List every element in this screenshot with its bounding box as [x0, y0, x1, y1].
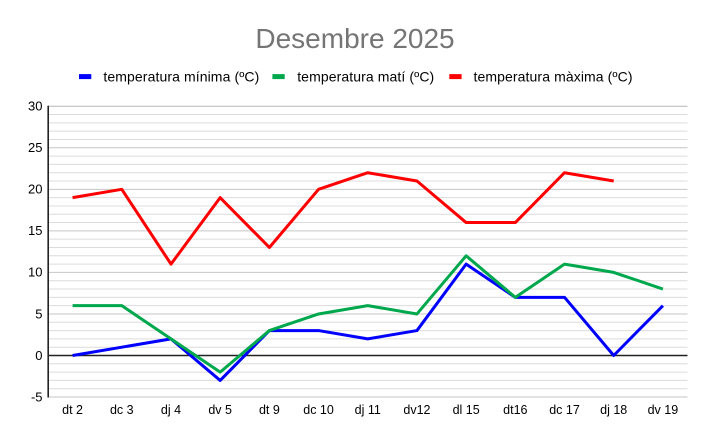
svg-text:temperatura matí (ºC): temperatura matí (ºC) [297, 68, 434, 84]
svg-text:dt 9: dt 9 [259, 403, 280, 417]
svg-text:5: 5 [35, 306, 42, 321]
svg-text:-5: -5 [31, 389, 43, 404]
svg-text:10: 10 [28, 265, 42, 280]
svg-text:dc 17: dc 17 [549, 403, 580, 417]
svg-text:20: 20 [28, 182, 42, 197]
svg-text:25: 25 [28, 140, 42, 155]
svg-text:dv12: dv12 [403, 403, 430, 417]
svg-text:temperatura mínima (ºC): temperatura mínima (ºC) [103, 68, 259, 84]
svg-text:dv 19: dv 19 [648, 403, 679, 417]
svg-text:dt16: dt16 [503, 403, 527, 417]
svg-text:dj 18: dj 18 [600, 403, 627, 417]
svg-text:Desembre 2025: Desembre 2025 [255, 23, 454, 54]
svg-text:15: 15 [28, 223, 42, 238]
svg-text:dc 3: dc 3 [110, 403, 134, 417]
svg-text:dl 15: dl 15 [453, 403, 480, 417]
svg-text:0: 0 [35, 348, 42, 363]
svg-text:temperatura màxima (ºC): temperatura màxima (ºC) [474, 68, 633, 84]
svg-text:30: 30 [28, 99, 42, 114]
svg-text:dj 4: dj 4 [161, 403, 181, 417]
svg-text:dc 10: dc 10 [303, 403, 334, 417]
svg-text:dv 5: dv 5 [208, 403, 232, 417]
svg-text:dj 11: dj 11 [355, 403, 381, 417]
svg-text:dt 2: dt 2 [62, 403, 83, 417]
